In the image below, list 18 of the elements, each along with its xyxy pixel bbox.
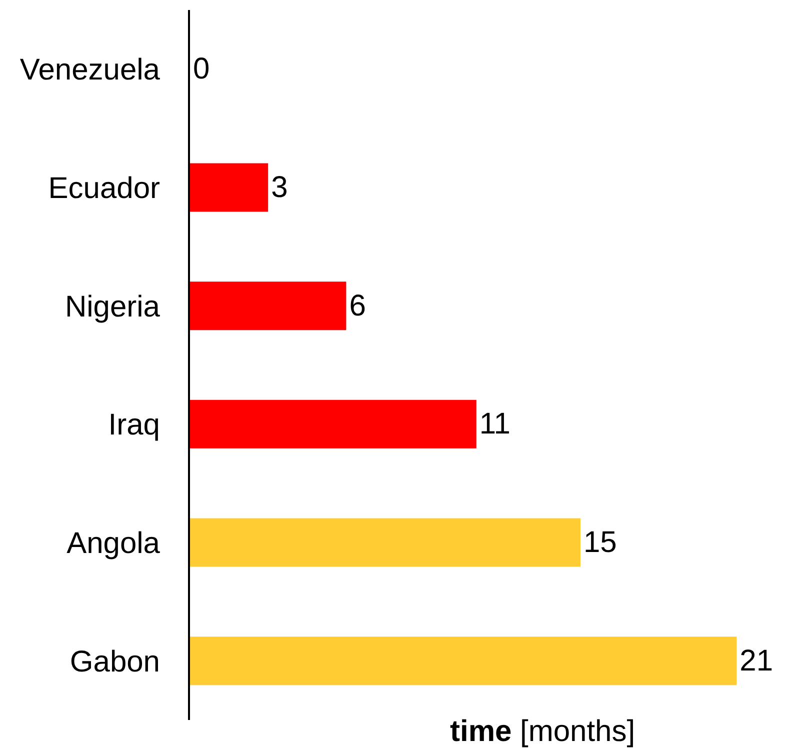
y-tick-label: Ecuador: [48, 172, 160, 205]
data-label: 0: [193, 52, 210, 86]
data-label: 3: [271, 171, 288, 204]
bar: [190, 282, 346, 330]
bar: [190, 400, 476, 448]
data-label: 21: [740, 644, 774, 678]
bar: [190, 518, 580, 567]
y-tick-label: Nigeria: [64, 290, 160, 324]
bar: [190, 636, 737, 686]
y-tick-label: Angola: [66, 527, 160, 560]
data-label: 6: [349, 289, 366, 322]
bar: [190, 163, 268, 212]
x-axis-title: time [months]: [450, 715, 636, 748]
y-tick-label: Venezuela: [20, 54, 160, 87]
data-label: 15: [583, 526, 617, 559]
y-tick-label: Gabon: [70, 645, 160, 678]
y-tick-label: Iraq: [108, 408, 160, 442]
data-label: 11: [479, 408, 511, 441]
